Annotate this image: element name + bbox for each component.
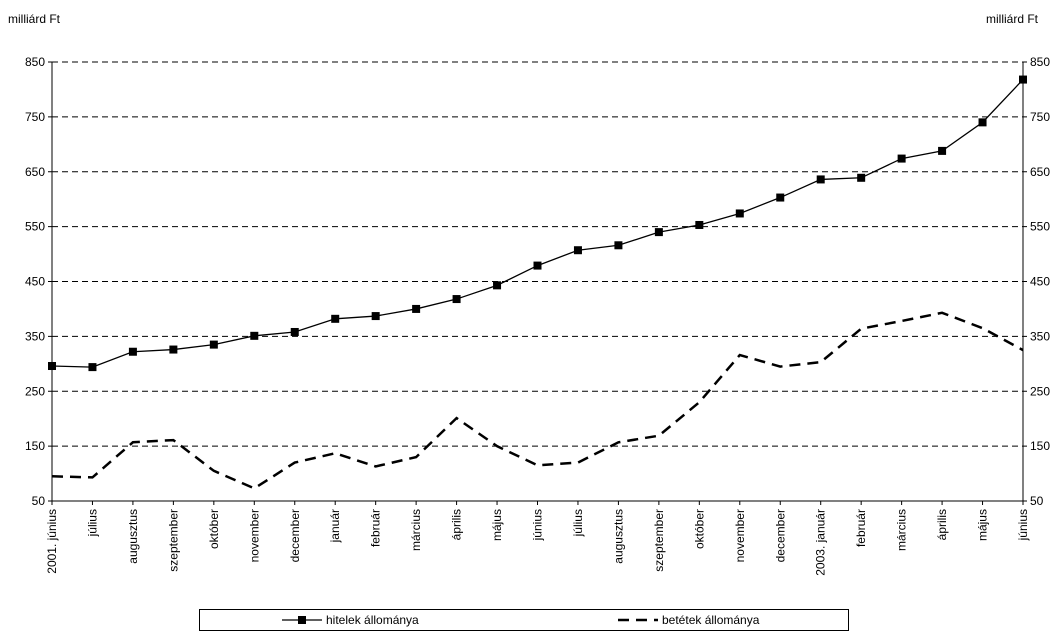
data-point-hitelek [209, 340, 218, 349]
y-tick-label-right: 850 [1030, 55, 1050, 69]
y-tick-label-left: 50 [32, 494, 46, 508]
x-tick-label: december [773, 509, 787, 562]
data-point-hitelek [614, 241, 623, 250]
x-tick-label: július [571, 509, 585, 537]
data-point-hitelek [88, 363, 97, 372]
y-tick-label-right: 750 [1030, 110, 1050, 124]
y-tick-label-right: 450 [1030, 275, 1050, 289]
data-point-hitelek [371, 312, 380, 321]
series-line-hitelek [51, 79, 1024, 368]
x-axis-tick-labels: 2001. június július augusztus szeptember okt… [45, 509, 1030, 576]
x-tick-label: augusztus [126, 509, 140, 564]
y-tick-label-right: 350 [1030, 329, 1050, 343]
x-tick-label: november [247, 509, 261, 562]
data-point-hitelek [128, 347, 137, 356]
data-point-hitelek [1019, 75, 1027, 84]
x-tick-label: október [207, 509, 221, 549]
data-point-hitelek [493, 281, 502, 290]
data-point-hitelek [331, 314, 340, 323]
legend-item-hitelek: hitelek állománya [282, 613, 419, 627]
x-tick-label: november [733, 509, 747, 562]
y-tick-label-right: 150 [1030, 439, 1050, 453]
y-tick-label-left: 350 [25, 329, 45, 343]
y-tick-label-right: 550 [1030, 220, 1050, 234]
series-line-betetek [51, 311, 1024, 490]
y-tick-label-right: 650 [1030, 165, 1050, 179]
data-point-hitelek [816, 175, 825, 184]
data-point-hitelek [250, 331, 259, 340]
x-tick-label: február [854, 509, 868, 547]
y-tick-label-left: 250 [25, 384, 45, 398]
x-tick-label: március [409, 509, 423, 551]
data-point-hitelek [735, 209, 744, 218]
data-point-hitelek [776, 193, 785, 202]
y-tick-label-left: 450 [25, 275, 45, 289]
data-point-hitelek [938, 146, 947, 155]
y-axis-right-tick-labels: 50 150 250 350 450 550 650 750 850 [1030, 55, 1050, 508]
legend-line-square-marker-icon [282, 616, 322, 624]
data-point-hitelek [412, 304, 421, 313]
series [48, 75, 1027, 490]
x-tick-label: július [85, 509, 99, 537]
x-tick-label: május [976, 509, 990, 541]
legend-label-betetek: betétek állománya [662, 613, 760, 627]
x-tick-label: október [692, 509, 706, 549]
data-point-hitelek [290, 327, 299, 336]
right-axis-unit-label: milliárd Ft [986, 12, 1039, 26]
left-axis-unit-label: milliárd Ft [8, 12, 61, 26]
axes [48, 61, 1027, 505]
data-point-hitelek [573, 246, 582, 255]
gridlines [52, 61, 1023, 447]
x-tick-label: március [895, 509, 909, 551]
x-tick-label: augusztus [611, 509, 625, 564]
data-point-hitelek [978, 118, 987, 127]
data-point-hitelek [452, 295, 461, 304]
y-tick-label-left: 550 [25, 220, 45, 234]
y-tick-label-right: 50 [1030, 494, 1044, 508]
x-tick-label: február [369, 509, 383, 547]
x-tick-label: május [490, 509, 504, 541]
legend-dashed-line-icon [618, 618, 658, 622]
x-tick-label: szeptember [166, 509, 180, 572]
data-point-hitelek [48, 362, 56, 371]
y-tick-label-left: 150 [25, 439, 45, 453]
x-tick-label: 2003. január [814, 509, 828, 576]
legend-item-betetek: betétek állománya [618, 613, 759, 627]
x-tick-label: június [531, 509, 545, 541]
y-tick-label-right: 250 [1030, 384, 1050, 398]
data-point-hitelek [654, 228, 663, 237]
x-tick-label: 2001. június [45, 509, 59, 574]
data-point-hitelek [169, 345, 178, 354]
y-axis-left-tick-labels: 50 150 250 350 450 550 650 750 850 [25, 55, 45, 508]
data-point-hitelek [695, 220, 704, 229]
x-tick-label: június [1016, 509, 1030, 541]
data-point-hitelek [897, 154, 906, 163]
x-tick-label: április [935, 509, 949, 540]
legend-label-hitelek: hitelek állománya [326, 613, 419, 627]
x-tick-label: április [450, 509, 464, 540]
x-tick-label: december [288, 509, 302, 562]
y-tick-label-left: 650 [25, 165, 45, 179]
y-tick-label-left: 750 [25, 110, 45, 124]
x-tick-label: szeptember [652, 509, 666, 572]
data-point-hitelek [533, 261, 542, 270]
y-tick-label-left: 850 [25, 55, 45, 69]
x-tick-label: január [328, 509, 342, 543]
data-point-hitelek [857, 173, 866, 182]
